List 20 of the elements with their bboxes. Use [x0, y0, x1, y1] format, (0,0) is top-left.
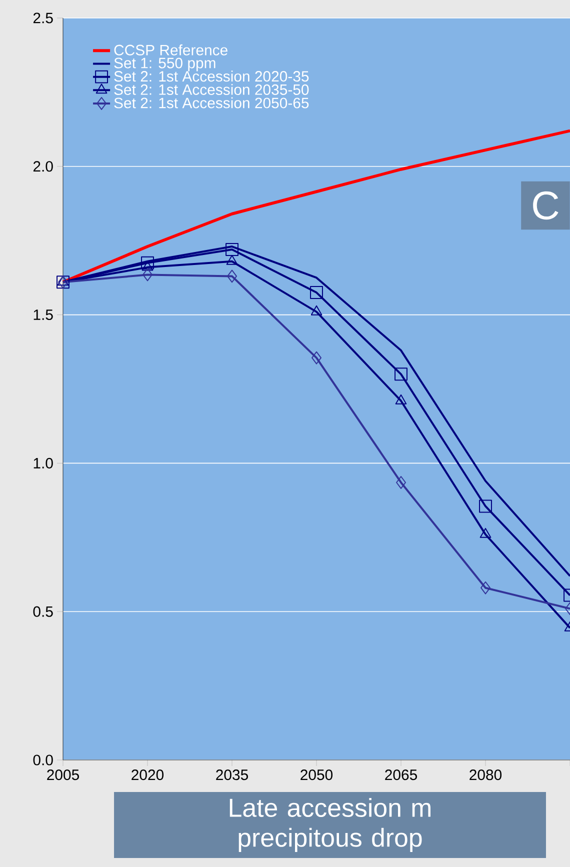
x-tick-label: 2065	[385, 770, 417, 780]
x-tick-label: 2035	[216, 770, 248, 780]
legend-label: Set 2: 1st Accession 2020-35	[114, 70, 309, 82]
y-tick-label: 1.0	[34, 458, 53, 468]
legend-label: Set 2: 1st Accession 2050-65	[114, 97, 309, 108]
legend-label: CCSP Reference	[114, 44, 228, 56]
y-tick-label: 1.5	[34, 310, 53, 320]
x-tick-label: 2050	[300, 770, 333, 780]
annotation: C	[533, 191, 558, 220]
x-tick-label: 2020	[132, 770, 164, 780]
x-tick-label: 2080	[470, 770, 502, 780]
y-tick-label: 2.0	[33, 161, 53, 172]
legend-label: Set 2: 1st Accession 2035-50	[114, 84, 309, 95]
text: precipitous drop	[238, 828, 422, 852]
y-tick-label: 0.0	[33, 754, 53, 766]
x-tick-label: 2005	[47, 770, 79, 780]
legend-label: Set 1: 550 ppm	[114, 58, 216, 72]
y-tick-label: 2.5	[33, 12, 53, 24]
y-tick-label: 0.5	[33, 606, 53, 617]
text: Late accession m	[230, 798, 430, 817]
